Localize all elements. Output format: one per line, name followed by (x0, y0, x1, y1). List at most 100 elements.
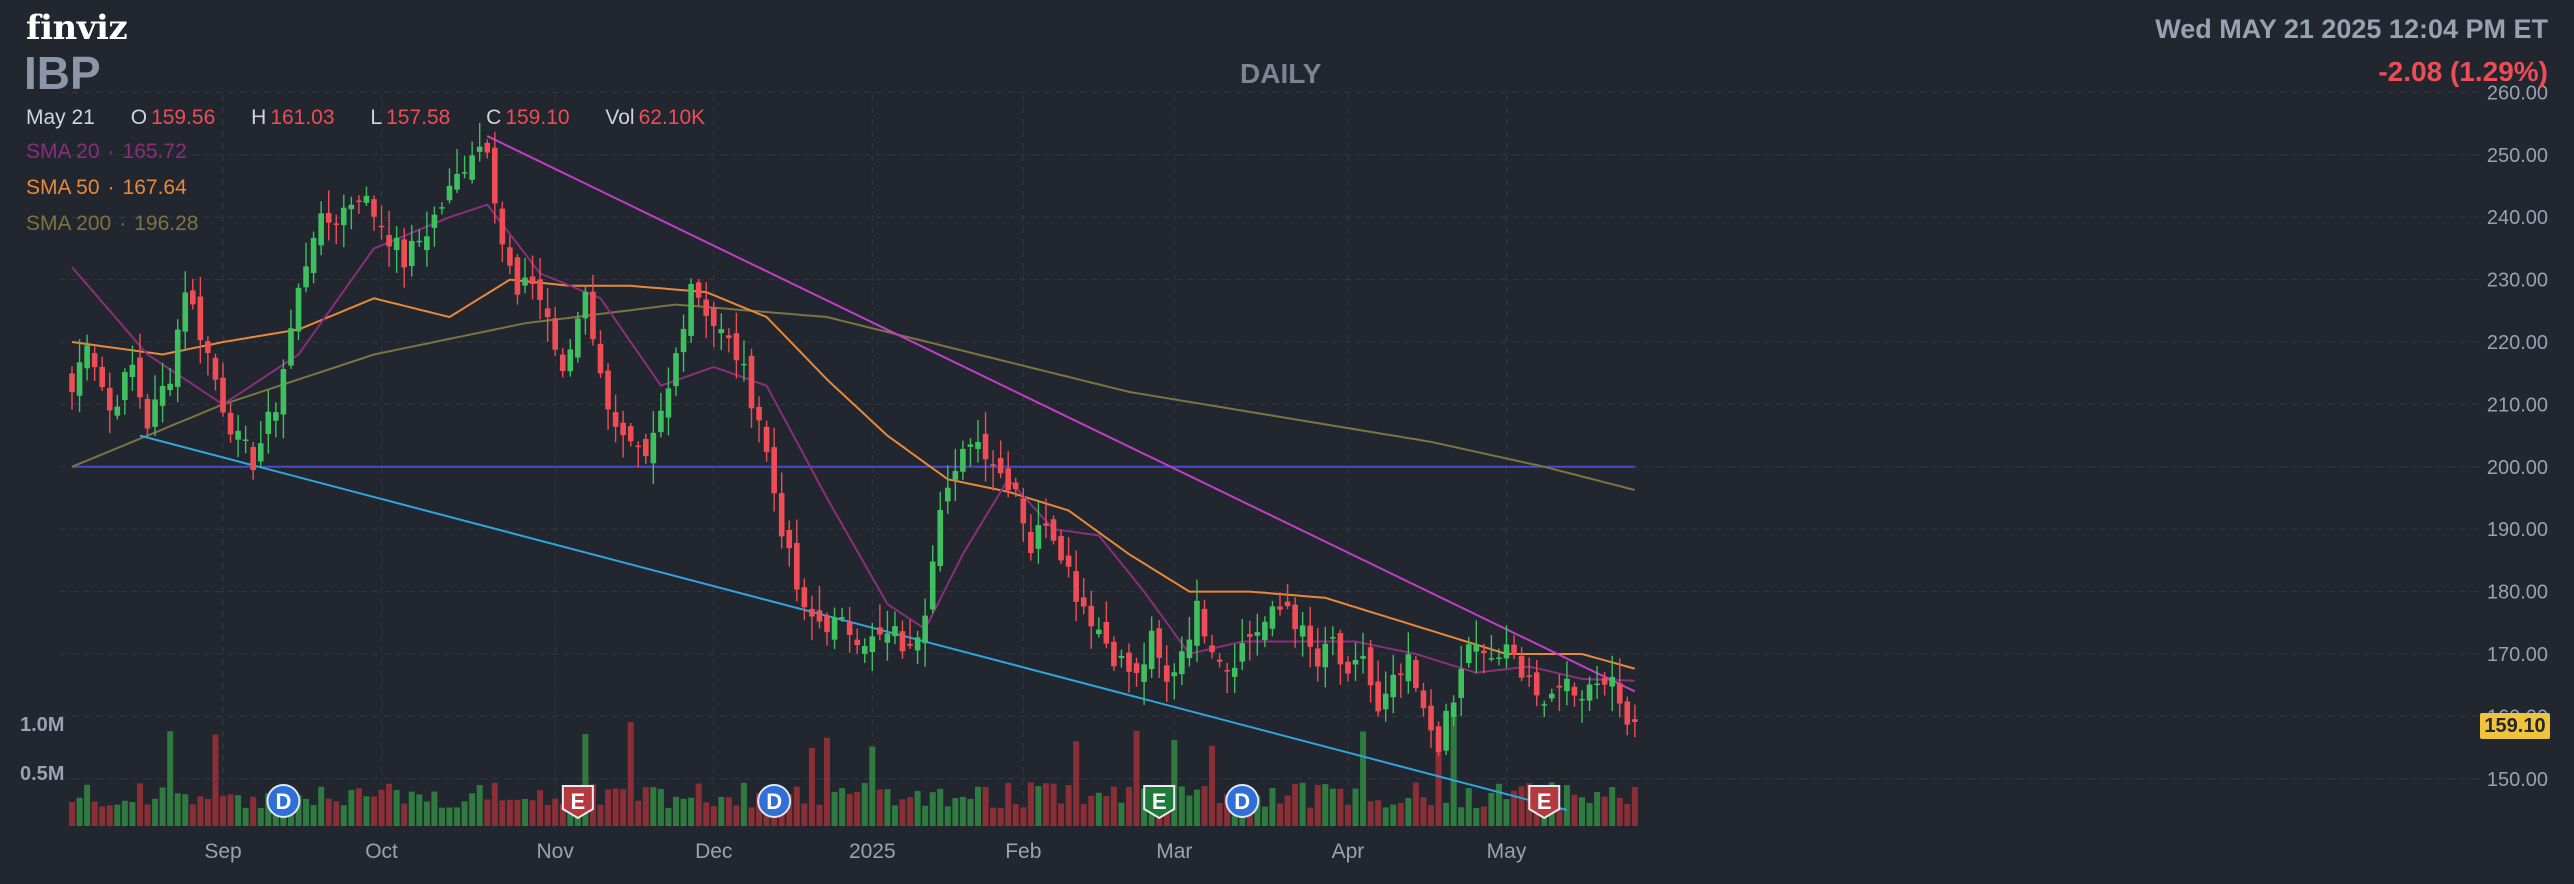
candle-body (537, 279, 543, 300)
candle-body (952, 471, 959, 480)
candle-body (1413, 659, 1419, 689)
volume-bar (340, 805, 347, 826)
candle-body (1133, 663, 1140, 673)
volume-bar (1518, 786, 1525, 826)
candle-body (960, 448, 966, 472)
volume-bar (733, 805, 740, 826)
high-value: 161.03 (270, 106, 335, 129)
volume-bar (1329, 788, 1336, 826)
candle-body (197, 296, 204, 341)
y-tick-label: 180.00 (2487, 582, 2548, 604)
candle-body (129, 364, 136, 378)
candle-body (273, 412, 279, 421)
volume-bar (544, 805, 551, 826)
earnings-marker[interactable]: E (1528, 785, 1561, 820)
candle-body (1435, 726, 1442, 752)
volume-bar (129, 802, 136, 826)
candle-body (1209, 645, 1215, 653)
earnings-marker[interactable]: E (561, 785, 594, 820)
volume-bar (1269, 788, 1276, 826)
candle-body (688, 284, 694, 336)
volume-bar (1065, 785, 1072, 826)
candle-body (492, 147, 498, 204)
volume-bar (884, 789, 891, 826)
candle-body (582, 291, 589, 319)
candle-body (235, 430, 241, 440)
candle-body (982, 433, 989, 460)
candle-body (1458, 668, 1464, 698)
dividend-badge (1225, 784, 1260, 818)
volume-bar (1254, 795, 1261, 826)
volume-bar (1216, 803, 1223, 826)
dividend-marker[interactable]: D (266, 784, 301, 818)
candle-body (1549, 693, 1555, 699)
volume-bar (1118, 802, 1125, 826)
candle-body (1398, 673, 1404, 675)
earnings-badge (561, 785, 594, 820)
low-label: L (370, 106, 383, 129)
sma-20-legend: SMA 20 · 165.72 (26, 140, 187, 163)
y-tick-label: 220.00 (2487, 332, 2548, 354)
volume-bar (1186, 795, 1193, 826)
candle-body (990, 464, 996, 467)
volume-tick-label: 0.5M (20, 763, 64, 785)
candle-body (1624, 701, 1631, 725)
candle-body (114, 406, 121, 416)
candle-body (1367, 647, 1374, 686)
candle-body (1231, 667, 1238, 677)
volume-bar (1073, 741, 1080, 826)
volume-bar (816, 804, 823, 826)
dividend-marker[interactable]: D (757, 784, 792, 818)
volume-bar (491, 782, 498, 826)
candle-body (265, 411, 272, 434)
volume-bar (967, 798, 974, 826)
volume-bar (189, 804, 196, 826)
candle-body (605, 370, 611, 410)
candle-body (1518, 655, 1525, 678)
close-label: C (486, 106, 502, 129)
candle-body (1239, 643, 1246, 662)
finviz-logo[interactable]: finviz (26, 8, 128, 48)
volume-bar (295, 795, 302, 826)
volume-bar (220, 795, 226, 826)
candle-body (84, 345, 90, 369)
volume-bar (944, 806, 951, 826)
volume-bar (1103, 795, 1110, 826)
volume-bar (1337, 788, 1344, 826)
candle-body (522, 277, 528, 286)
candle-body (529, 276, 536, 284)
candle-body (152, 399, 158, 427)
volume-tick-label: 1.0M (20, 714, 64, 736)
event-marker-label: D (275, 789, 291, 814)
dividend-badge (266, 784, 301, 818)
volume-bar (363, 796, 370, 826)
earnings-marker[interactable]: E (1143, 785, 1176, 820)
dividend-marker[interactable]: D (1225, 784, 1260, 818)
volume-bar (612, 788, 619, 826)
volume-bar (861, 783, 868, 826)
volume-bar (1631, 787, 1638, 826)
volume-bar (1193, 789, 1200, 826)
candle-body (937, 509, 944, 567)
volume-bar (740, 782, 747, 826)
volume-bar (627, 721, 634, 826)
candle-body (1616, 683, 1623, 704)
volume-bar (688, 797, 695, 826)
volume-bar (1397, 802, 1404, 826)
candle-body (1043, 523, 1049, 526)
candle-body (1405, 654, 1412, 682)
candle-body (144, 398, 151, 429)
candle-body (469, 155, 475, 180)
volume-bar (703, 802, 710, 826)
dividend-badge (757, 784, 792, 818)
candle-body (1345, 661, 1351, 674)
volume-bar (929, 792, 936, 826)
candle-body (1450, 702, 1457, 717)
volume-bar (1405, 797, 1412, 826)
volume-bar (1088, 795, 1095, 826)
candle-body (1284, 601, 1291, 607)
candle-body (1579, 698, 1585, 701)
volume-bar (597, 804, 604, 826)
